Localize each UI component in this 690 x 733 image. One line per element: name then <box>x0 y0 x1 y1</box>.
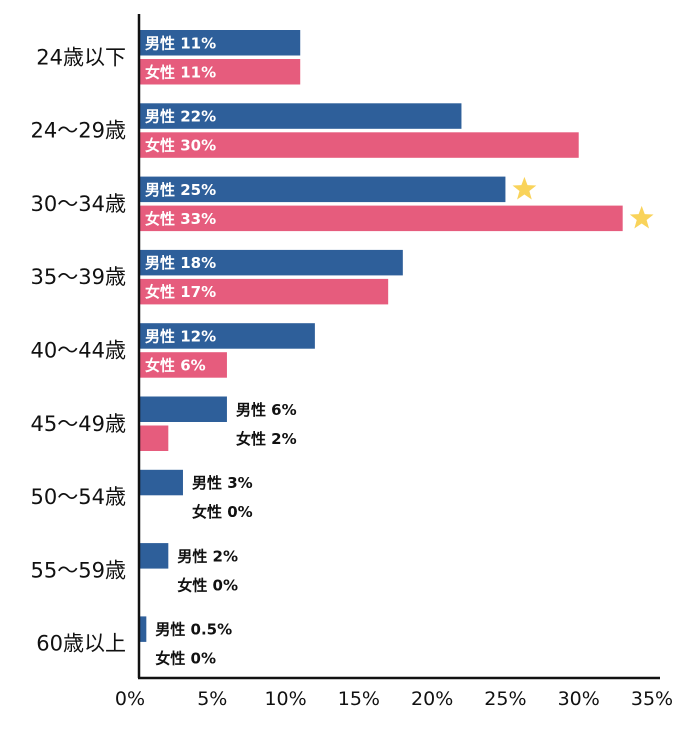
bars-layer <box>139 30 623 642</box>
male-data-label: 男性 3% <box>192 474 253 492</box>
category-label: 24歳以下 <box>36 45 126 69</box>
category-label: 60歳以上 <box>36 632 126 656</box>
star-icon <box>512 176 537 200</box>
x-tick-label: 5% <box>197 688 227 710</box>
male-data-label: 男性 6% <box>236 401 297 419</box>
female-data-label: 女性 2% <box>236 430 297 448</box>
x-tick-label: 20% <box>411 688 453 710</box>
male-bar <box>139 616 147 642</box>
female-data-label: 女性 0% <box>192 503 253 521</box>
female-bar <box>139 278 389 305</box>
male-data-label: 男性 18% <box>145 254 216 272</box>
female-data-label: 女性 11% <box>145 63 216 81</box>
x-tick-label: 35% <box>631 688 673 710</box>
female-data-label: 女性 33% <box>145 210 216 228</box>
x-tick-label: 15% <box>338 688 380 710</box>
male-data-label: 男性 2% <box>177 547 238 565</box>
category-label: 55〜59歳 <box>31 558 126 582</box>
female-bar <box>139 205 623 232</box>
male-data-label: 男性 22% <box>145 108 216 126</box>
male-data-label: 男性 0.5% <box>155 621 232 639</box>
male-bar <box>139 30 301 56</box>
labels-layer: 男性 11% 女性 11% 男性 22% 女性 30% 男性 25% 女性 33% 男性 1… <box>145 34 654 668</box>
male-bar <box>139 323 315 349</box>
female-bar <box>139 132 579 158</box>
star-icon <box>629 205 654 229</box>
male-bar <box>139 249 403 276</box>
female-bar <box>139 59 301 85</box>
female-data-label: 女性 0% <box>155 650 216 668</box>
male-data-label: 男性 11% <box>145 34 216 52</box>
female-bar <box>139 425 169 451</box>
female-data-label: 女性 6% <box>145 356 206 374</box>
category-label: 40〜44歳 <box>31 338 126 362</box>
category-label: 50〜54歳 <box>31 485 126 509</box>
category-label: 30〜34歳 <box>31 192 126 216</box>
x-tick-label: 30% <box>558 688 600 710</box>
category-label: 45〜49歳 <box>31 412 126 436</box>
female-data-label: 女性 17% <box>145 283 216 301</box>
female-data-label: 女性 30% <box>145 137 216 155</box>
male-data-label: 男性 25% <box>145 181 216 199</box>
female-bar <box>139 352 227 378</box>
x-tick-label: 10% <box>264 688 306 710</box>
x-tick-label: 0% <box>115 688 145 710</box>
male-bar <box>139 543 169 569</box>
category-label: 24〜29歳 <box>31 119 126 143</box>
axis-layer: 24歳以下 24〜29歳 30〜34歳 35〜39歳 40〜44歳 45〜49歳 50〜54… <box>31 14 673 710</box>
male-data-label: 男性 12% <box>145 327 216 345</box>
category-label: 35〜39歳 <box>31 265 126 289</box>
x-tick-label: 25% <box>484 688 526 710</box>
female-data-label: 女性 0% <box>177 576 238 594</box>
male-bar <box>139 176 506 203</box>
male-bar <box>139 103 462 129</box>
male-bar <box>139 396 227 422</box>
male-bar <box>139 469 183 496</box>
